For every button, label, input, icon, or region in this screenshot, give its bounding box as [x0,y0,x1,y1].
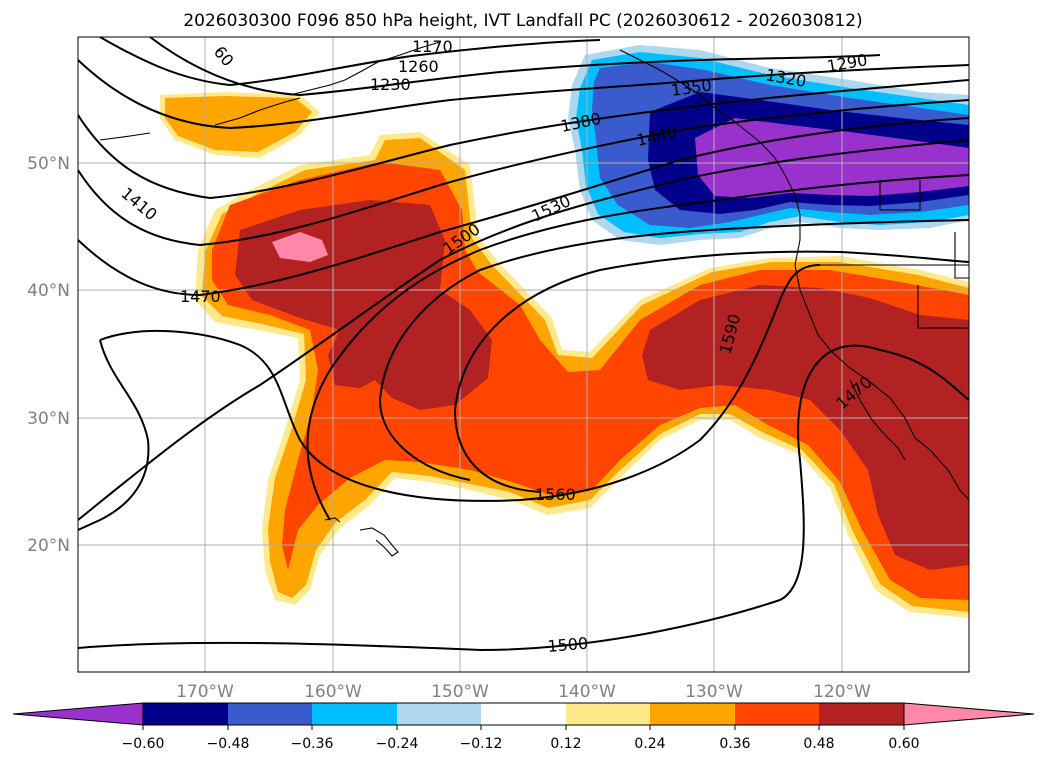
colorbar-swatch [228,703,312,725]
colorbar-tick-label: −0.60 [122,736,165,752]
lon-label: 150°W [431,682,489,702]
lon-label: 170°W [176,682,234,702]
colorbar-extend-max [903,702,1035,726]
colorbar-swatch [735,703,819,725]
contour-label: 1230 [370,75,411,94]
colorbar-swatch [566,703,650,725]
colorbar-tick-label: 0.60 [888,736,919,752]
colorbar-tick-label: −0.36 [291,736,334,752]
ivt-positive-anomaly [160,92,969,618]
map-frame [77,36,970,673]
height-contours [78,37,969,652]
lat-label: 50°N [27,154,70,174]
lon-label: 130°W [685,682,743,702]
colorbar-tick-label: 0.12 [550,736,581,752]
lon-label: 120°W [813,682,871,702]
colorbar-swatch [481,703,566,725]
colorbar-tick-label: −0.24 [376,736,419,752]
colorbar-swatch [819,703,904,725]
colorbar-tick-label: −0.12 [460,736,503,752]
colorbar-tick-label: −0.48 [207,736,250,752]
colorbar-extend-min [12,702,144,726]
colorbar-tick-label: 0.36 [719,736,750,752]
contour-label: 1470 [180,287,221,306]
lat-label: 20°N [27,536,70,556]
coastlines [99,41,969,557]
contour-label: 1500 [547,634,589,656]
colorbar-ticks [142,725,905,730]
lon-label: 160°W [304,682,362,702]
lon-label: 140°W [558,682,616,702]
contour-label: 1560 [535,485,576,504]
latitude-labels: 50°N 40°N 30°N 20°N [27,154,70,556]
colorbar-swatch [143,703,228,725]
colorbar-swatch [312,703,397,725]
colorbar-tick-label: 0.24 [634,736,665,752]
colorbar: −0.60 −0.48 −0.36 −0.24 −0.12 0.12 0.24 … [12,702,1035,752]
lat-label: 40°N [27,281,70,301]
contour-label: 1170 [412,37,453,56]
colorbar-swatch [397,703,481,725]
colorbar-tick-label: 0.48 [803,736,834,752]
map-panel: 1170 1260 1230 60 1290 1320 1350 1380 14… [78,37,969,672]
contour-label: 1260 [398,57,439,76]
colorbar-swatch [650,703,735,725]
lat-label: 30°N [27,409,70,429]
figure-title: 2026030300 F096 850 hPa height, IVT Land… [183,11,862,31]
colorbar-frame [142,702,905,726]
longitude-labels: 170°W 160°W 150°W 140°W 130°W 120°W [176,682,871,702]
